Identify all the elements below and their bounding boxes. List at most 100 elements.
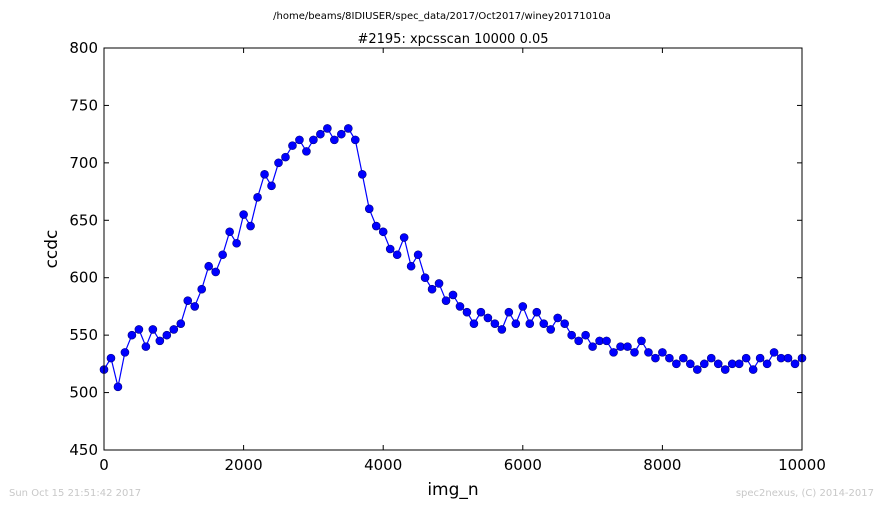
y-tick-label: 650: [69, 211, 98, 229]
data-point: [260, 170, 269, 179]
data-point: [518, 302, 528, 311]
data-point: [134, 325, 144, 334]
x-tick-label: 6000: [504, 456, 542, 474]
data-point: [609, 348, 618, 357]
data-point: [155, 336, 165, 346]
data-point: [392, 250, 402, 260]
data-point: [706, 353, 716, 363]
data-point: [371, 221, 381, 231]
data-point: [623, 342, 632, 351]
data-point: [239, 210, 248, 219]
data-point: [148, 325, 158, 334]
data-point: [769, 348, 779, 357]
x-tick-label: 8000: [643, 456, 681, 474]
data-point: [658, 348, 667, 357]
data-point: [204, 261, 213, 271]
data-point: [385, 244, 395, 254]
data-point: [330, 135, 339, 145]
data-point: [281, 152, 290, 162]
data-point: [364, 204, 374, 214]
x-tick-label: 10000: [778, 456, 826, 474]
data-point: [225, 227, 234, 237]
y-tick-label: 800: [69, 39, 98, 57]
data-point: [679, 353, 688, 363]
data-point: [190, 302, 200, 311]
data-point: [337, 129, 346, 139]
data-point: [183, 296, 193, 305]
data-point: [399, 233, 409, 242]
data-point: [267, 181, 276, 191]
data-point: [783, 353, 793, 363]
ticks-layer: 0 2000 4000 6000 8000 10000 450 500 550 600 650 700…: [69, 39, 826, 474]
data-point: [692, 365, 702, 374]
data-point: [357, 170, 367, 179]
data-point: [762, 359, 772, 369]
data-point: [525, 319, 535, 328]
data-point: [532, 307, 542, 317]
data-point: [469, 319, 479, 328]
data-point: [720, 365, 730, 374]
plot-frame: [103, 47, 803, 451]
x-tick-label: 4000: [364, 456, 402, 474]
data-point: [274, 158, 283, 168]
data-point: [323, 124, 332, 133]
data-point: [497, 325, 507, 334]
data-point: [427, 284, 437, 294]
y-tick-label: 500: [69, 384, 98, 402]
footer-timestamp: Sun Oct 15 21:51:42 2017: [9, 488, 142, 499]
x-tick-label: 2000: [225, 456, 263, 474]
data-point: [309, 135, 318, 145]
data-point: [672, 359, 681, 369]
x-axis-label: img_n: [427, 480, 478, 500]
data-point: [755, 353, 765, 363]
data-point: [455, 302, 465, 311]
data-point: [448, 290, 458, 300]
y-tick-label: 750: [69, 96, 98, 114]
data-point: [560, 319, 569, 328]
data-point: [106, 353, 116, 363]
data-point: [141, 342, 151, 351]
data-point: [462, 307, 472, 317]
y-tick-label: 600: [69, 269, 98, 287]
data-point: [302, 147, 311, 156]
chart-title: #2195: xpcsscan 10000 0.05: [357, 32, 548, 47]
data-point: [741, 353, 751, 363]
data-point: [574, 336, 583, 346]
data-point: [476, 307, 486, 317]
data-point: [588, 342, 597, 351]
data-point: [567, 330, 576, 340]
data-point: [343, 124, 353, 133]
data-point: [602, 336, 611, 346]
data-point: [790, 359, 800, 369]
data-point: [539, 319, 549, 328]
y-tick-label: 700: [69, 154, 98, 172]
data-point: [644, 348, 653, 357]
footer-credit: spec2nexus, (C) 2014-2017: [735, 488, 874, 499]
data-point: [581, 330, 590, 340]
data-point: [483, 313, 493, 323]
data-point: [350, 135, 360, 145]
data-point: [413, 250, 423, 260]
data-point: [434, 279, 444, 288]
data-point: [211, 267, 220, 277]
data-point: [127, 330, 137, 340]
x-tick-label: 0: [99, 456, 109, 474]
data-point: [288, 141, 297, 150]
y-axis-label: ccdc: [42, 230, 62, 269]
data-point: [218, 250, 227, 260]
y-tick-label: 450: [69, 441, 98, 459]
series-line: [103, 127, 803, 387]
data-point: [316, 129, 325, 139]
data-point: [665, 353, 674, 363]
data-point: [637, 336, 646, 346]
data-point: [197, 284, 207, 294]
data-point: [651, 353, 660, 363]
data-point: [406, 261, 416, 271]
data-point: [378, 227, 388, 237]
data-point: [511, 319, 521, 328]
data-point: [176, 319, 186, 328]
data-point: [490, 319, 500, 328]
data-point: [630, 348, 639, 357]
data-point: [120, 348, 130, 357]
